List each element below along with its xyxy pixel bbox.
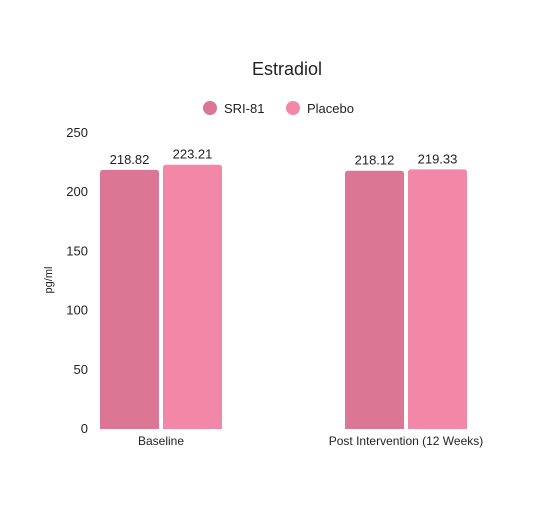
bars	[100, 164, 467, 430]
y-tick-label: 0	[81, 421, 88, 436]
chart-title: Estradiol	[252, 59, 322, 79]
y-tick-label: 250	[66, 125, 88, 140]
legend-swatch-sri-81	[203, 101, 217, 115]
x-tick-label: Post Intervention (12 Weeks)	[329, 434, 484, 448]
x-axis-ticks: Baseline Post Intervention (12 Weeks)	[138, 434, 483, 448]
y-tick-label: 200	[66, 184, 88, 199]
data-label: 218.82	[110, 152, 150, 167]
bar-placebo	[408, 169, 467, 429]
bar-sri-81	[100, 169, 159, 429]
data-label: 218.12	[355, 153, 395, 168]
bar-sri-81	[345, 170, 404, 430]
legend-swatch-placebo	[286, 101, 300, 115]
data-labels: 218.82 223.21 218.12 219.33	[110, 147, 458, 168]
bar-placebo	[163, 164, 222, 429]
y-tick-label: 50	[74, 362, 88, 377]
legend: SRI-81 Placebo	[203, 101, 354, 116]
y-tick-label: 150	[66, 243, 88, 258]
legend-label-sri-81: SRI-81	[224, 101, 264, 116]
y-tick-label: 100	[66, 303, 88, 318]
data-label: 223.21	[173, 147, 213, 162]
data-label: 219.33	[418, 151, 458, 166]
x-tick-label: Baseline	[138, 434, 184, 448]
y-axis-ticks: 0 50 100 150 200 250	[66, 125, 88, 436]
legend-label-placebo: Placebo	[307, 101, 354, 116]
y-axis-label: pg/ml	[43, 267, 55, 294]
